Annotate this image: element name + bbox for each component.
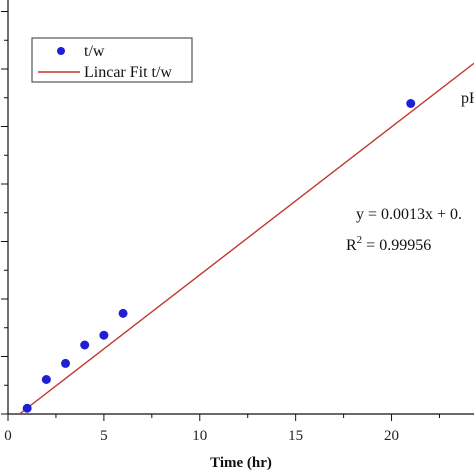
data-point [80,340,90,350]
r-squared-exponent: 2 [357,234,363,246]
axes: 0 5 10 15 20 [1,0,474,444]
data-point [99,330,109,340]
data-point [118,308,128,318]
x-axis-title: Time (hr) [210,455,272,471]
data-point [41,375,51,384]
x-tick-label: 0 [4,428,12,444]
fit-line [19,62,474,415]
x-tick-label: 15 [288,428,303,444]
data-point [22,403,32,413]
data-point [61,358,71,368]
x-tick-label: 20 [384,428,399,444]
legend-label-fit: Lincar Fit t/w [84,64,172,81]
x-tick-label: 5 [100,428,108,444]
series-label: pH [461,90,474,107]
legend-marker-tw [57,47,65,55]
x-tick-label: 10 [192,428,207,444]
data-point [406,99,416,108]
legend-box [31,37,193,83]
r-squared-symbol: R [346,237,357,254]
legend-label-tw: t/w [84,43,105,60]
r-squared-value: = 0.99956 [362,237,431,254]
r-squared: R2 = 0.99956 [346,234,431,254]
plot-area [19,62,474,415]
legend: t/w Lincar Fit t/w [31,37,193,83]
fit-equation: y = 0.0013x + 0. [356,206,462,223]
